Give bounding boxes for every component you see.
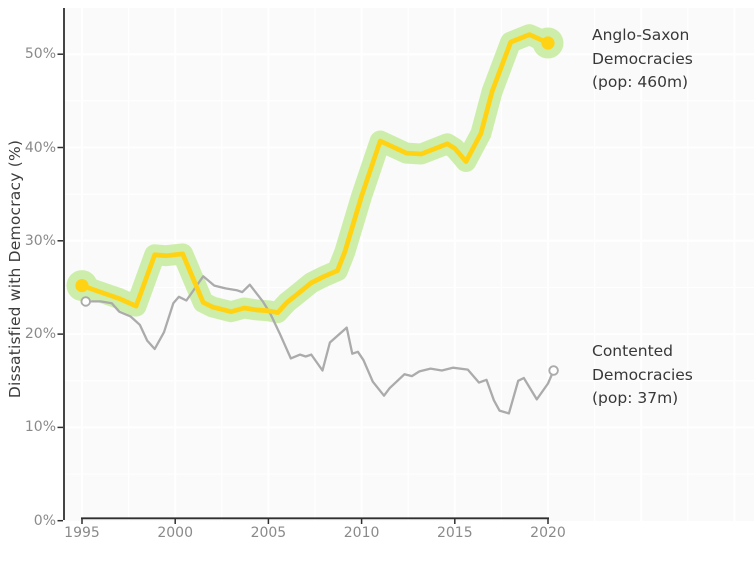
axis-group (57, 8, 549, 524)
endpoint-open-dot (80, 296, 91, 307)
series-line-anglo-saxon (79, 32, 551, 315)
gridline-group (64, 8, 754, 521)
annotation-line: (pop: 460m) (592, 73, 689, 91)
endpoint-open-dot (548, 365, 559, 376)
y-tick-label: 20% (24, 326, 56, 343)
x-tick-label: 2000 (157, 525, 193, 541)
y-axis-title: Dissatisfied with Democracy (%) (6, 139, 24, 399)
series-line-contented (85, 275, 555, 415)
annotation-line: Democracies (592, 49, 693, 68)
series-contented (80, 275, 559, 415)
x-tick-label: 2010 (343, 525, 380, 541)
y-tick-label: 10% (24, 419, 56, 436)
endpoint-filled-dot (541, 36, 555, 50)
x-tick-label: 2005 (250, 525, 287, 541)
y-tick-label: 0% (33, 512, 56, 529)
annotation-line: (pop: 37m) (592, 389, 679, 407)
series-anglo-saxon (75, 32, 555, 315)
endpoint-filled-dot (75, 278, 89, 293)
annotation-line: Democracies (592, 365, 693, 384)
x-tick-label: 1995 (64, 525, 100, 541)
annotation-line: Contented (592, 342, 674, 360)
y-tick-label: 40% (24, 139, 56, 156)
annotation-contented: Contented Democracies (pop: 37m) (592, 340, 693, 411)
x-tick-label: 2015 (436, 525, 473, 541)
annotation-anglo-saxon: Anglo-Saxon Democracies (pop: 460m) (592, 24, 693, 95)
annotation-line: Anglo-Saxon (592, 26, 690, 44)
y-tick-label: 50% (24, 46, 56, 63)
y-tick-label: 30% (24, 232, 56, 249)
x-tick-label: 2020 (530, 525, 566, 541)
